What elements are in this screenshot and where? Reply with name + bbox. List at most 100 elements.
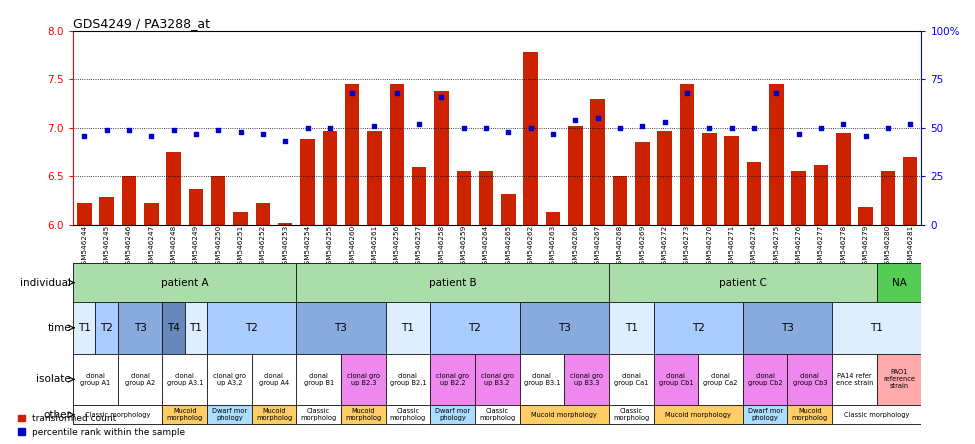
Text: GSM546280: GSM546280	[885, 225, 891, 269]
FancyBboxPatch shape	[296, 263, 608, 302]
Text: T4: T4	[167, 323, 180, 333]
Bar	[568, 126, 583, 225]
Text: clonal
group A3.1: clonal group A3.1	[167, 373, 203, 386]
Text: PAO1
reference
strain: PAO1 reference strain	[883, 369, 916, 389]
Text: time: time	[47, 323, 71, 333]
Bar	[122, 176, 136, 225]
Text: T1: T1	[78, 323, 91, 333]
Bar	[96, 225, 118, 263]
Bar	[345, 84, 360, 225]
Bar	[475, 225, 497, 263]
Bar	[323, 131, 337, 225]
Point	[277, 138, 292, 145]
Text: Mucoid
morpholog: Mucoid morpholog	[345, 408, 381, 421]
Text: GSM546267: GSM546267	[595, 225, 601, 269]
Text: GSM546281: GSM546281	[907, 225, 914, 269]
Text: GSM546247: GSM546247	[148, 225, 154, 269]
FancyBboxPatch shape	[207, 353, 252, 405]
Text: clonal gro
up B2.2: clonal gro up B2.2	[436, 373, 469, 386]
Text: NA: NA	[891, 278, 907, 288]
Text: other: other	[43, 410, 71, 420]
Text: patient C: patient C	[719, 278, 766, 288]
Text: GSM546245: GSM546245	[103, 225, 109, 269]
FancyBboxPatch shape	[252, 353, 296, 405]
Point	[143, 132, 159, 139]
Text: GSM546273: GSM546273	[684, 225, 690, 269]
Point	[702, 124, 718, 131]
FancyBboxPatch shape	[653, 405, 743, 424]
Text: Classic
morpholog: Classic morpholog	[390, 408, 426, 421]
Text: GSM546266: GSM546266	[572, 225, 578, 269]
FancyBboxPatch shape	[832, 405, 921, 424]
Text: GSM546252: GSM546252	[260, 225, 266, 269]
FancyBboxPatch shape	[163, 353, 207, 405]
Bar	[880, 171, 895, 225]
Text: individual: individual	[20, 278, 71, 288]
Point	[791, 130, 806, 137]
Point	[299, 124, 315, 131]
Text: GSM546249: GSM546249	[193, 225, 199, 269]
Text: GSM546256: GSM546256	[394, 225, 400, 269]
FancyBboxPatch shape	[252, 405, 296, 424]
FancyBboxPatch shape	[430, 302, 520, 353]
Text: Dwarf mor
phology: Dwarf mor phology	[435, 408, 470, 421]
Point	[746, 124, 761, 131]
Bar	[319, 225, 341, 263]
Text: GSM546263: GSM546263	[550, 225, 556, 269]
Bar	[163, 225, 184, 263]
Text: GSM546248: GSM546248	[171, 225, 176, 269]
FancyBboxPatch shape	[73, 302, 96, 353]
Bar	[434, 91, 448, 225]
FancyBboxPatch shape	[73, 353, 118, 405]
Text: T1: T1	[402, 323, 414, 333]
Bar	[140, 225, 163, 263]
Point	[98, 126, 114, 133]
Bar	[587, 225, 608, 263]
Point	[389, 89, 405, 96]
Bar	[591, 99, 604, 225]
FancyBboxPatch shape	[73, 405, 163, 424]
Bar	[858, 207, 873, 225]
Bar	[724, 135, 739, 225]
Bar	[341, 225, 364, 263]
Bar	[565, 225, 587, 263]
Text: clonal gro
up B3.3: clonal gro up B3.3	[570, 373, 604, 386]
FancyBboxPatch shape	[698, 353, 743, 405]
Text: clonal
group A1: clonal group A1	[80, 373, 110, 386]
Bar	[657, 131, 672, 225]
FancyBboxPatch shape	[386, 353, 430, 405]
Text: clonal
group Cb2: clonal group Cb2	[748, 373, 782, 386]
Text: patient A: patient A	[161, 278, 209, 288]
Point	[903, 120, 918, 127]
Text: GSM546271: GSM546271	[728, 225, 734, 269]
Text: clonal
group Ca2: clonal group Ca2	[703, 373, 738, 386]
FancyBboxPatch shape	[608, 263, 877, 302]
Text: GSM546259: GSM546259	[461, 225, 467, 269]
Bar	[144, 203, 159, 225]
Bar	[118, 225, 140, 263]
Bar	[99, 198, 114, 225]
FancyBboxPatch shape	[520, 405, 608, 424]
FancyBboxPatch shape	[788, 353, 832, 405]
FancyBboxPatch shape	[296, 353, 341, 405]
Text: GSM546261: GSM546261	[371, 225, 377, 269]
Point	[211, 126, 226, 133]
Point	[768, 89, 784, 96]
FancyBboxPatch shape	[184, 302, 207, 353]
Point	[567, 116, 583, 123]
Bar	[184, 225, 207, 263]
Bar	[546, 212, 561, 225]
Text: clonal
group Cb1: clonal group Cb1	[658, 373, 693, 386]
Text: clonal
group A4: clonal group A4	[259, 373, 290, 386]
Bar	[903, 157, 917, 225]
FancyBboxPatch shape	[163, 302, 184, 353]
Bar	[167, 152, 180, 225]
Point	[500, 128, 516, 135]
Text: clonal gro
up B2.3: clonal gro up B2.3	[347, 373, 380, 386]
FancyBboxPatch shape	[118, 302, 163, 353]
FancyBboxPatch shape	[296, 405, 341, 424]
Text: T3: T3	[781, 323, 794, 333]
Text: T3: T3	[334, 323, 347, 333]
Text: GSM546250: GSM546250	[215, 225, 221, 269]
Text: T3: T3	[134, 323, 146, 333]
